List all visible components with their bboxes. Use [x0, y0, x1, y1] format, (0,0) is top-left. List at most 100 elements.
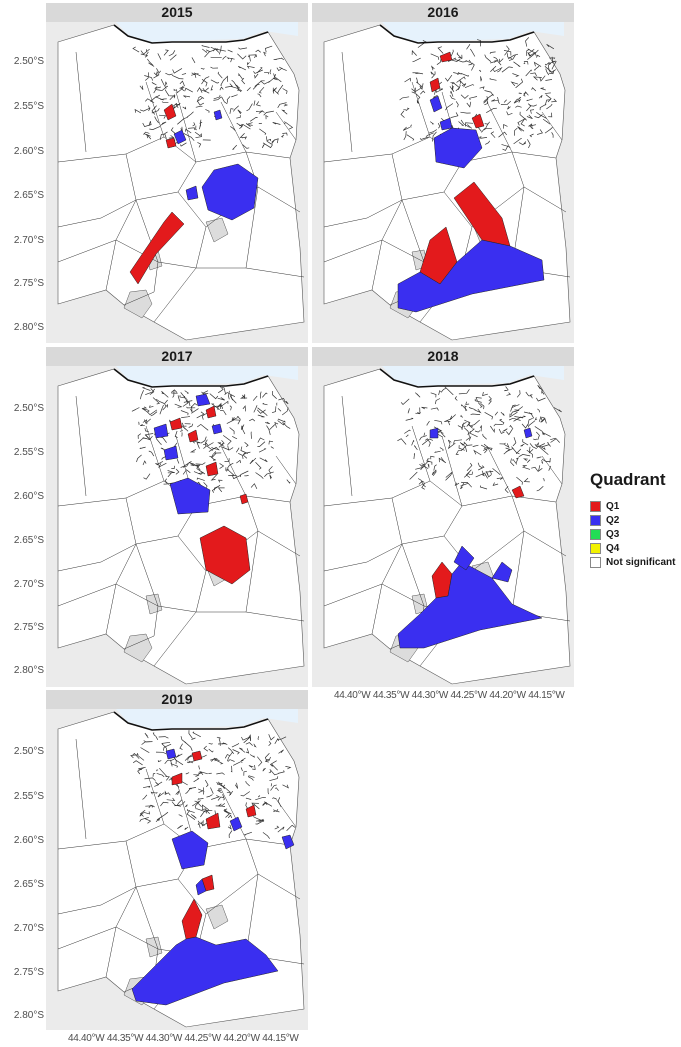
urban-boundary [219, 463, 225, 469]
urban-boundary [485, 140, 490, 145]
urban-boundary [460, 94, 469, 99]
urban-boundary [241, 136, 248, 140]
urban-boundary [273, 809, 279, 812]
urban-boundary [171, 74, 184, 80]
urban-boundary [199, 771, 208, 775]
urban-boundary [481, 128, 492, 133]
district-boundary [57, 199, 137, 228]
urban-boundary [282, 421, 291, 429]
urban-boundary [218, 738, 221, 746]
district-boundary [220, 101, 247, 153]
urban-boundary [238, 47, 248, 50]
urban-boundary [544, 61, 550, 66]
urban-boundary [183, 95, 191, 98]
urban-boundary [208, 748, 214, 753]
y-tick-label: 2.70°S [13, 579, 44, 590]
urban-boundary [542, 118, 551, 125]
urban-boundary [499, 419, 505, 425]
x-axis-labels-2018: 44.40°W 44.35°W 44.30°W 44.25°W 44.20°W … [334, 690, 565, 701]
urban-boundary [278, 397, 286, 401]
urban-boundary [465, 122, 474, 127]
urban-boundary [259, 391, 262, 399]
cluster-q1 [169, 417, 183, 431]
urban-boundary [485, 471, 494, 475]
urban-boundary [246, 62, 250, 66]
urban-boundary [454, 482, 460, 486]
urban-boundary [281, 407, 289, 416]
urban-boundary [224, 392, 236, 398]
coastline [379, 368, 535, 388]
urban-boundary [227, 814, 233, 819]
urban-boundary [160, 801, 169, 807]
urban-boundary [460, 72, 469, 77]
urban-boundary [257, 93, 262, 98]
urban-boundary [258, 110, 265, 114]
urban-boundary [538, 445, 549, 455]
urban-boundary [470, 48, 476, 57]
urban-boundary [237, 53, 247, 60]
urban-boundary [513, 416, 522, 422]
urban-boundary [253, 100, 256, 106]
urban-boundary [434, 419, 443, 425]
urban-boundary [537, 408, 540, 413]
urban-boundary [191, 462, 197, 467]
urban-boundary [246, 124, 253, 127]
urban-boundary [218, 45, 222, 55]
urban-boundary [533, 438, 538, 441]
urban-boundary [195, 105, 203, 108]
panel-title: 2018 [312, 347, 574, 366]
urban-boundary [137, 767, 145, 775]
district-boundary [471, 530, 525, 572]
urban-boundary [156, 811, 169, 821]
district-boundary [401, 199, 425, 263]
urban-boundary [421, 406, 428, 410]
urban-boundary [256, 409, 266, 414]
urban-boundary [168, 135, 175, 139]
district-boundary [123, 261, 159, 306]
urban-boundary [208, 742, 213, 745]
urban-boundary [248, 54, 257, 58]
urban-boundary [493, 56, 499, 61]
urban-boundary [170, 758, 175, 767]
urban-boundary [490, 65, 497, 73]
urban-boundary [510, 410, 520, 416]
water-area [382, 22, 564, 42]
urban-boundary [507, 105, 511, 110]
urban-boundary [466, 101, 472, 108]
urban-boundary [236, 415, 241, 420]
urban-boundary [202, 804, 210, 811]
urban-boundary [444, 418, 453, 423]
urban-boundary [450, 82, 455, 85]
urban-boundary [274, 825, 280, 830]
urban-boundary [236, 447, 240, 453]
urban-boundary [510, 404, 516, 412]
urban-boundary [277, 408, 282, 412]
urban-boundary [438, 389, 441, 396]
urban-boundary [199, 119, 203, 125]
urban-boundary [533, 61, 542, 67]
urban-boundary [419, 407, 421, 414]
urban-boundary [226, 469, 235, 476]
urban-boundary [196, 411, 205, 419]
urban-boundary [522, 465, 531, 470]
urban-boundary [224, 754, 230, 759]
urban-boundary [240, 395, 248, 399]
urban-boundary [218, 803, 226, 807]
urban-boundary [191, 73, 199, 76]
cluster-q1 [245, 804, 257, 818]
urban-boundary [201, 391, 209, 395]
urban-boundary [228, 830, 233, 839]
urban-boundary [217, 781, 225, 789]
urban-boundary [480, 137, 488, 139]
urban-boundary [195, 462, 206, 465]
urban-boundary [254, 54, 257, 58]
urban-boundary [430, 65, 435, 71]
urban-boundary [194, 800, 201, 810]
urban-boundary [185, 772, 190, 775]
urban-boundary [451, 84, 454, 90]
urban-boundary [186, 406, 196, 409]
urban-boundary [186, 759, 197, 764]
urban-boundary [142, 460, 147, 466]
urban-boundary [196, 423, 209, 431]
urban-boundary [180, 392, 186, 399]
